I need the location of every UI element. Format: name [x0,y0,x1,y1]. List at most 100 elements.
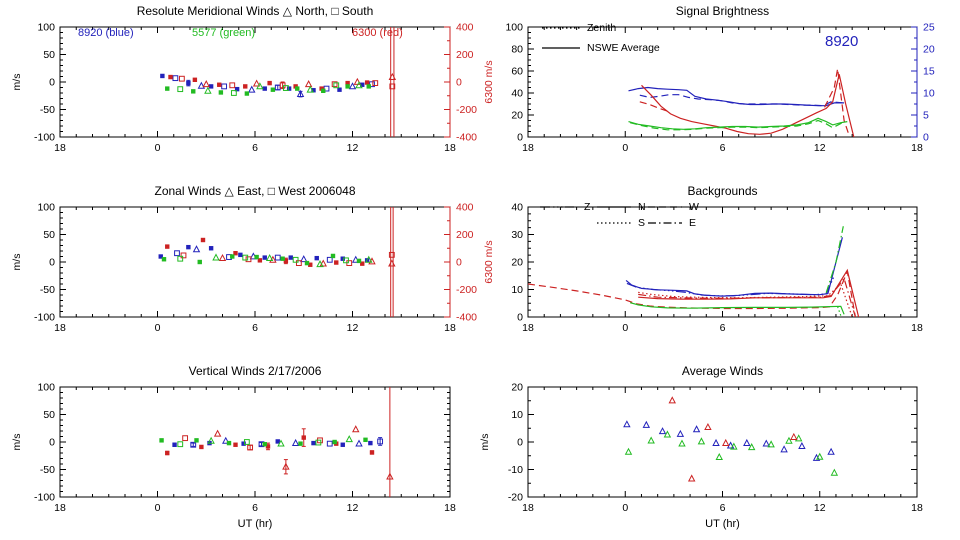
data-point [159,438,164,443]
series-8920-winds [158,244,370,263]
y-tick-label: 20 [511,382,523,394]
data-point [226,440,232,446]
data-point [687,474,696,482]
y-tick-label: 100 [505,22,523,34]
data-point [165,86,170,91]
plot-area [158,237,376,268]
data-point [715,452,723,461]
series-6300-winds [168,74,379,91]
y-tick-label: 0 [517,312,523,324]
data-point [767,440,775,448]
data-point [365,255,373,263]
x-tick-label: 6 [720,322,726,334]
data-point [364,80,370,85]
data-point [192,77,198,82]
data-point [283,258,289,264]
data-point [730,442,738,450]
axes [59,26,451,138]
series-6300-winds [165,237,376,267]
x-tick-label: 18 [444,142,456,154]
outlier-point [388,72,397,80]
y-tick-label: 50 [43,49,55,61]
series-line [629,119,843,131]
legend-label-z: Z [584,201,591,213]
data-point [262,442,267,447]
data-point [197,259,202,265]
data-point [780,445,788,453]
series-blue-north [625,237,843,297]
data-point [301,435,306,440]
data-point [827,447,835,455]
data-point [218,253,227,262]
data-point [314,255,319,261]
right-axis [444,206,451,318]
data-point [326,256,333,263]
series-line [628,86,845,107]
right-axis [911,26,918,138]
legend-label-n: N [638,201,646,213]
x-axis-title: UT (hr) [705,518,740,530]
series-red-west [528,269,856,317]
data-point [199,444,204,450]
y-tick-label: 20 [511,257,523,269]
series-6300-zenith-b [824,68,850,135]
data-point [785,436,793,444]
series-6300-average [668,396,798,482]
data-point [165,450,170,456]
data-point [254,254,259,260]
x-tick-label: 6 [720,142,726,154]
outlier-point [389,83,396,90]
y-tick-label: 20 [511,110,523,122]
series-red-south [638,282,853,317]
data-point [794,434,803,442]
data-point [177,255,184,262]
plot-frame [59,386,451,498]
series-5577-average [624,430,839,476]
data-point [624,447,633,455]
series-8920-zenith [639,94,843,107]
data-point [243,439,250,445]
data-point [334,260,339,265]
data-point [337,87,342,92]
data-point [668,396,676,404]
y-axis-title: m/s [11,74,23,91]
series-5577-winds [161,253,373,268]
x-axis-title: UT (hr) [238,518,273,530]
series-line [639,101,670,113]
data-point [274,254,281,261]
data-point [233,442,238,447]
data-point [360,261,365,266]
panel-title: Average Winds [682,364,763,378]
y-tick-label: -50 [40,464,55,476]
x-tick-label: 18 [54,502,66,514]
data-point [304,260,310,266]
x-tick-label: 18 [911,322,923,334]
y-tick-label: -100 [34,132,55,144]
data-point [678,439,686,447]
data-point [161,257,167,262]
data-point [311,440,316,446]
data-point [172,75,179,82]
data-point [372,80,379,86]
x-tick-label: 12 [814,502,826,514]
legend: Zenith NSWE Average [542,22,660,54]
data-point [174,250,180,257]
right-tick-label: 200 [456,229,474,241]
data-point [265,253,274,262]
right-axis [444,26,451,138]
x-tick-label: 12 [347,502,359,514]
series-red-east [638,277,856,317]
data-point [345,84,350,89]
data-point [207,436,215,444]
data-point [315,439,322,446]
data-point [202,80,210,88]
right-axis-title: 6300 m/s [483,60,495,103]
data-point [177,86,184,93]
data-point [212,253,220,261]
data-point [158,254,163,259]
data-point [798,441,806,450]
